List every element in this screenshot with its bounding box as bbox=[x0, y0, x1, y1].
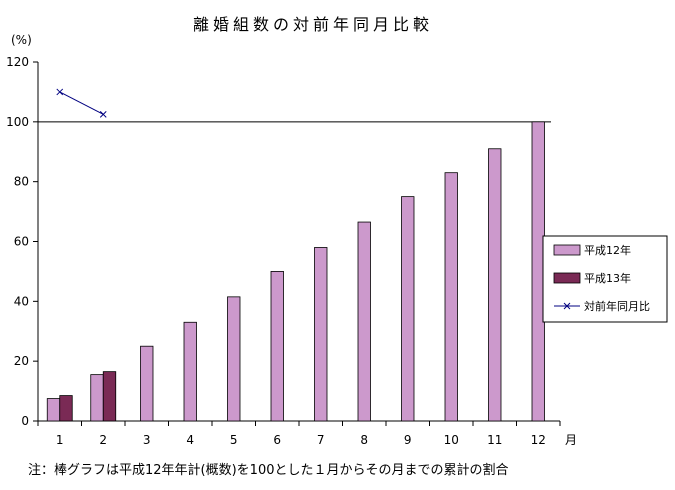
x-tick-label: 7 bbox=[317, 433, 325, 447]
y-tick-label: 80 bbox=[14, 175, 29, 189]
legend-label: 平成12年 bbox=[584, 243, 631, 257]
legend-label: 対前年同月比 bbox=[584, 299, 650, 313]
x-tick-label: 1 bbox=[56, 433, 64, 447]
y-axis-unit: (%) bbox=[11, 33, 32, 47]
legend-swatch-平成13年 bbox=[553, 272, 581, 284]
x-tick-label: 8 bbox=[360, 433, 368, 447]
y-tick-label: 0 bbox=[21, 414, 29, 428]
bar-平成12年-9 bbox=[401, 196, 415, 422]
y-tick-label: 20 bbox=[14, 354, 29, 368]
x-tick-label: 9 bbox=[404, 433, 412, 447]
y-tick-label: 100 bbox=[6, 115, 29, 129]
bar-平成12年-11 bbox=[488, 148, 502, 422]
marker-stroke bbox=[56, 88, 64, 96]
line-point-marker bbox=[56, 88, 64, 96]
bar-平成12年-7 bbox=[314, 247, 328, 422]
legend-label: 平成13年 bbox=[584, 271, 631, 285]
x-tick-label: 12 bbox=[531, 433, 546, 447]
legend-swatch-平成12年 bbox=[553, 244, 581, 256]
x-axis-unit: 月 bbox=[565, 433, 577, 447]
bar-平成12年-8 bbox=[357, 221, 371, 422]
bar-平成12年-1 bbox=[46, 398, 61, 422]
line-series-yoy bbox=[59, 91, 104, 115]
x-tick-label: 11 bbox=[487, 433, 502, 447]
x-tick-label: 4 bbox=[186, 433, 194, 447]
x-tick-label: 2 bbox=[99, 433, 107, 447]
x-tick-label: 6 bbox=[273, 433, 281, 447]
x-tick-label: 10 bbox=[444, 433, 459, 447]
bar-平成12年-2 bbox=[90, 374, 104, 422]
x-tick-label: 3 bbox=[143, 433, 151, 447]
chart-note: 注：棒グラフは平成12年年計(概数)を100とした１月からその月までの累計の割合 bbox=[28, 462, 509, 478]
y-tick-label: 120 bbox=[6, 55, 29, 69]
y-tick-label: 40 bbox=[14, 294, 29, 308]
bar-平成13年-1 bbox=[59, 395, 73, 422]
x-tick-label: 5 bbox=[230, 433, 238, 447]
chart-title: 離婚組数の対前年同月比較 bbox=[193, 15, 433, 34]
bar-平成12年-5 bbox=[227, 296, 241, 422]
y-tick-label: 60 bbox=[14, 235, 29, 249]
legend-marker-stroke bbox=[563, 302, 571, 310]
line-point-marker bbox=[99, 111, 107, 118]
bar-平成12年-6 bbox=[270, 271, 284, 422]
bar-平成12年-10 bbox=[444, 172, 458, 422]
bar-平成12年-4 bbox=[183, 321, 197, 422]
marker-stroke bbox=[99, 111, 107, 118]
bar-平成12年-3 bbox=[140, 345, 154, 422]
bar-平成13年-2 bbox=[102, 371, 117, 422]
